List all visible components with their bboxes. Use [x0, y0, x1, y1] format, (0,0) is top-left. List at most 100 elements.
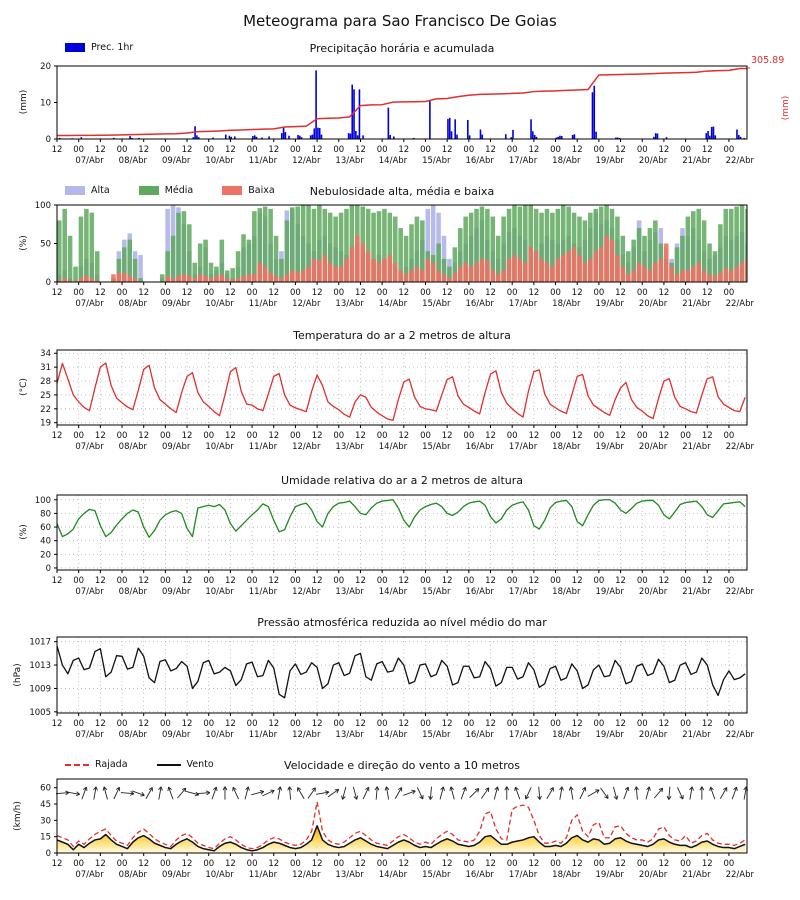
- svg-text:00: 00: [73, 431, 84, 441]
- baixa-label: Baixa: [248, 185, 275, 196]
- svg-text:0: 0: [46, 849, 51, 859]
- svg-text:12: 12: [138, 431, 149, 441]
- svg-text:17/Abr: 17/Abr: [509, 299, 538, 309]
- svg-text:22/Abr: 22/Abr: [726, 730, 755, 740]
- svg-text:19/Abr: 19/Abr: [596, 156, 625, 166]
- svg-text:00: 00: [420, 576, 431, 586]
- svg-text:00: 00: [724, 431, 735, 441]
- svg-text:00: 00: [117, 431, 128, 441]
- svg-text:31: 31: [40, 363, 51, 373]
- svg-text:00: 00: [724, 859, 735, 869]
- svg-text:34: 34: [40, 349, 51, 359]
- svg-text:12: 12: [182, 576, 193, 586]
- svg-text:21/Abr: 21/Abr: [682, 442, 711, 452]
- svg-text:12: 12: [398, 859, 409, 869]
- svg-text:19/Abr: 19/Abr: [596, 299, 625, 309]
- svg-text:00: 00: [203, 719, 214, 729]
- svg-text:00: 00: [507, 719, 518, 729]
- svg-text:12: 12: [225, 145, 236, 155]
- svg-text:08/Abr: 08/Abr: [119, 730, 148, 740]
- svg-text:00: 00: [550, 576, 561, 586]
- svg-text:80: 80: [40, 509, 51, 519]
- svg-text:22/Abr: 22/Abr: [726, 299, 755, 309]
- svg-text:14/Abr: 14/Abr: [379, 442, 408, 452]
- panel-title-humidity: Umidade relativa do ar a 2 metros de alt…: [280, 474, 524, 487]
- svg-text:12: 12: [485, 576, 496, 586]
- svg-text:07/Abr: 07/Abr: [75, 730, 104, 740]
- svg-text:12: 12: [52, 431, 63, 441]
- svg-text:12: 12: [615, 431, 626, 441]
- svg-text:14/Abr: 14/Abr: [379, 587, 408, 597]
- svg-text:12: 12: [398, 288, 409, 298]
- svg-text:08/Abr: 08/Abr: [119, 299, 148, 309]
- svg-text:11/Abr: 11/Abr: [249, 870, 278, 880]
- svg-text:08/Abr: 08/Abr: [119, 442, 148, 452]
- svg-text:07/Abr: 07/Abr: [75, 442, 104, 452]
- svg-text:00: 00: [420, 431, 431, 441]
- svg-text:00: 00: [463, 576, 474, 586]
- svg-text:00: 00: [290, 859, 301, 869]
- svg-text:18/Abr: 18/Abr: [552, 730, 581, 740]
- svg-text:00: 00: [117, 576, 128, 586]
- svg-text:15/Abr: 15/Abr: [422, 587, 451, 597]
- svg-text:00: 00: [637, 145, 648, 155]
- svg-text:12: 12: [528, 145, 539, 155]
- svg-text:10/Abr: 10/Abr: [205, 442, 234, 452]
- svg-text:00: 00: [160, 431, 171, 441]
- svg-text:12: 12: [95, 145, 106, 155]
- svg-text:12: 12: [658, 719, 669, 729]
- svg-text:12: 12: [182, 288, 193, 298]
- svg-text:60: 60: [40, 523, 51, 533]
- svg-text:00: 00: [290, 288, 301, 298]
- svg-text:12: 12: [658, 859, 669, 869]
- svg-text:00: 00: [73, 719, 84, 729]
- svg-text:00: 00: [680, 145, 691, 155]
- ylabel-wind-kmh: (km/h): [13, 801, 23, 831]
- svg-text:12: 12: [702, 431, 713, 441]
- svg-text:00: 00: [550, 288, 561, 298]
- svg-text:28: 28: [40, 377, 51, 387]
- svg-text:18/Abr: 18/Abr: [552, 587, 581, 597]
- svg-text:00: 00: [507, 576, 518, 586]
- svg-text:07/Abr: 07/Abr: [75, 587, 104, 597]
- svg-text:12: 12: [138, 576, 149, 586]
- svg-text:10/Abr: 10/Abr: [205, 299, 234, 309]
- svg-text:08/Abr: 08/Abr: [119, 156, 148, 166]
- svg-text:00: 00: [463, 431, 474, 441]
- svg-text:00: 00: [290, 576, 301, 586]
- svg-text:12: 12: [268, 576, 279, 586]
- svg-text:12: 12: [225, 859, 236, 869]
- svg-text:12: 12: [615, 576, 626, 586]
- svg-text:50: 50: [40, 240, 51, 250]
- svg-text:00: 00: [247, 576, 258, 586]
- svg-text:10/Abr: 10/Abr: [205, 587, 234, 597]
- media-swatch: [138, 186, 159, 195]
- svg-text:00: 00: [247, 288, 258, 298]
- svg-text:12: 12: [442, 859, 453, 869]
- svg-text:21/Abr: 21/Abr: [682, 156, 711, 166]
- svg-text:12/Abr: 12/Abr: [292, 299, 321, 309]
- svg-text:00: 00: [247, 719, 258, 729]
- svg-text:19/Abr: 19/Abr: [596, 730, 625, 740]
- svg-text:12: 12: [398, 431, 409, 441]
- svg-text:12: 12: [225, 288, 236, 298]
- svg-text:12: 12: [572, 431, 583, 441]
- svg-text:16/Abr: 16/Abr: [465, 156, 494, 166]
- svg-text:00: 00: [724, 145, 735, 155]
- svg-text:22/Abr: 22/Abr: [726, 587, 755, 597]
- svg-text:00: 00: [724, 576, 735, 586]
- svg-text:12: 12: [312, 719, 323, 729]
- svg-text:08/Abr: 08/Abr: [119, 587, 148, 597]
- svg-text:00: 00: [593, 145, 604, 155]
- svg-text:12: 12: [355, 288, 366, 298]
- svg-text:00: 00: [117, 859, 128, 869]
- svg-text:12: 12: [312, 576, 323, 586]
- svg-text:00: 00: [333, 288, 344, 298]
- svg-text:16/Abr: 16/Abr: [465, 299, 494, 309]
- svg-text:00: 00: [117, 719, 128, 729]
- svg-text:12: 12: [442, 288, 453, 298]
- svg-text:08/Abr: 08/Abr: [119, 870, 148, 880]
- svg-text:100: 100: [35, 496, 51, 506]
